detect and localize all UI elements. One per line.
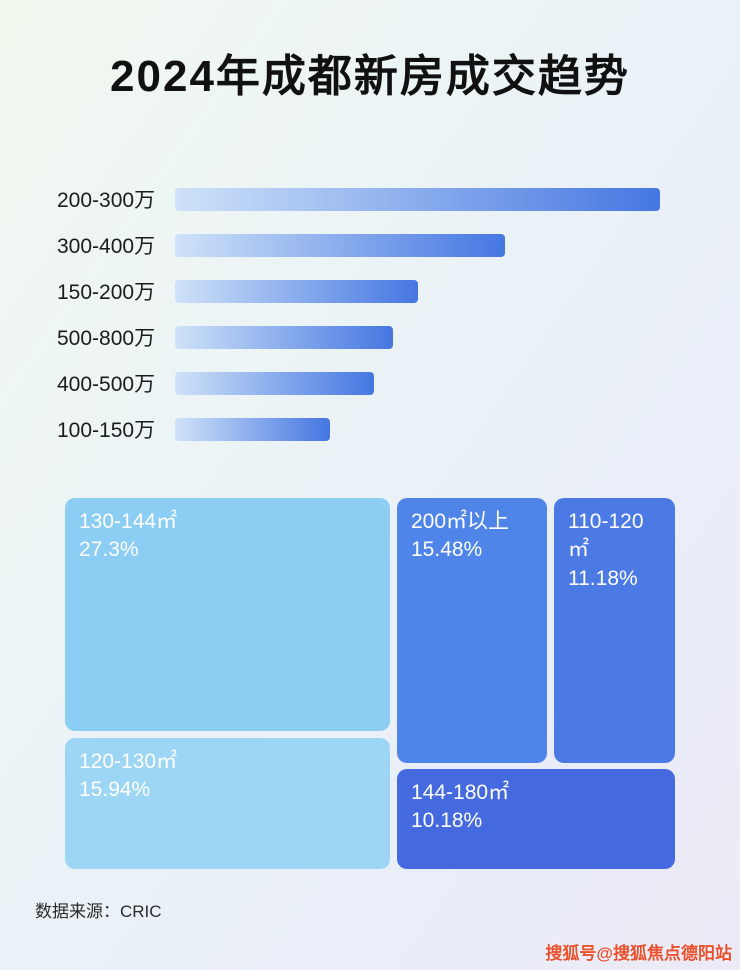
treemap-block: 144-180㎡ 10.18% — [397, 769, 675, 869]
bar-row: 300-400万 — [57, 222, 740, 268]
treemap-block: 120-130㎡ 15.94% — [65, 738, 390, 869]
bar-row: 200-300万 — [57, 176, 740, 222]
treemap-block-value: 11.18% — [568, 566, 638, 590]
bar-category-label: 300-400万 — [57, 235, 156, 258]
price-range-bar-chart: 200-300万 300-400万 150-200万 500-800万 400-500万… — [57, 176, 740, 452]
bar-row: 100-150万 — [57, 406, 740, 452]
bar-category-label: 400-500万 — [57, 373, 156, 396]
bar — [175, 371, 374, 395]
bar-category-label: 100-150万 — [57, 419, 156, 442]
treemap-block-value: 27.3% — [79, 538, 139, 562]
bar — [175, 325, 393, 349]
bar — [175, 233, 505, 257]
page-title: 2024年成都新房成交趋势 — [110, 52, 630, 101]
bar-row: 150-200万 — [57, 268, 740, 314]
treemap-block-value: 15.94% — [79, 778, 151, 802]
bar-category-label: 200-300万 — [57, 189, 156, 212]
treemap-block: 200㎡以上 15.48% — [397, 498, 547, 763]
treemap-block: 110-120㎡ 11.18% — [554, 498, 675, 763]
treemap-block-label: 144-180㎡ — [411, 781, 510, 804]
treemap-block-label: 120-130㎡ — [79, 750, 178, 773]
treemap-block-label: 110-120㎡ — [568, 510, 644, 562]
watermark-label: 搜狐号@搜狐焦点德阳站 — [545, 944, 732, 963]
treemap-block: 130-144㎡ 27.3% — [65, 498, 390, 731]
treemap-block-value: 15.48% — [411, 538, 483, 562]
bar — [175, 279, 418, 303]
bar-row: 500-800万 — [57, 314, 740, 360]
bar-category-label: 150-200万 — [57, 281, 156, 304]
bar-row: 400-500万 — [57, 360, 740, 406]
treemap-block-label: 130-144㎡ — [79, 510, 178, 533]
data-source-label: 数据来源：CRIC — [35, 902, 162, 921]
bar — [175, 417, 330, 441]
bar — [175, 187, 660, 211]
treemap-block-label: 200㎡以上 — [411, 510, 510, 533]
unit-area-treemap: 130-144㎡ 27.3% 120-130㎡ 15.94% 200㎡以上 15.48% 1… — [65, 498, 675, 869]
bar-category-label: 500-800万 — [57, 327, 156, 350]
treemap-block-value: 10.18% — [411, 809, 483, 833]
